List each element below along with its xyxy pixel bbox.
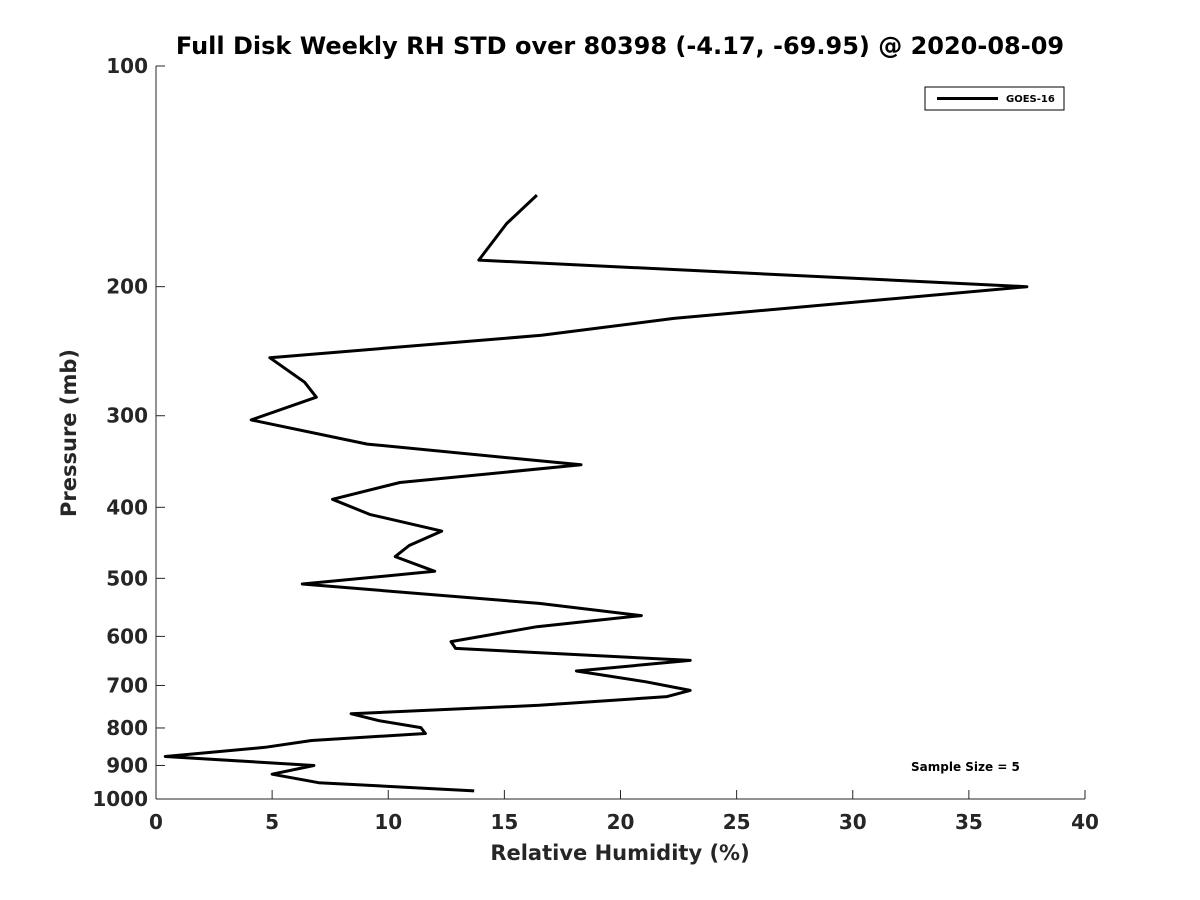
x-tick-label: 15 [490, 810, 518, 834]
legend: GOES-16 [924, 86, 1065, 111]
y-axis-label: Pressure (mb) [57, 349, 81, 517]
y-tick-label: 1000 [92, 787, 148, 811]
series-line-goes-16 [163, 194, 1029, 793]
x-tick-label: 35 [955, 810, 983, 834]
y-tick-label: 900 [106, 753, 148, 777]
y-tick-label: 600 [106, 624, 148, 648]
legend-label-goes-16: GOES-16 [1006, 94, 1055, 105]
x-tick-label: 30 [839, 810, 867, 834]
x-tick-label: 0 [149, 810, 163, 834]
sample-size-annotation: Sample Size = 5 [911, 760, 1020, 774]
x-tick-label: 25 [723, 810, 751, 834]
x-tick-label: 40 [1071, 810, 1099, 834]
x-tick-label: 20 [607, 810, 635, 834]
y-tick-label: 800 [106, 716, 148, 740]
y-tick-label: 200 [106, 275, 148, 299]
series [163, 194, 1029, 793]
y-tick-label: 300 [106, 404, 148, 428]
y-tick-label: 100 [106, 54, 148, 78]
y-tick-label: 700 [106, 673, 148, 697]
x-tick-label: 5 [265, 810, 279, 834]
axes [155, 66, 1085, 800]
x-axis-label: Relative Humidity (%) [490, 841, 749, 865]
y-tick-label: 500 [106, 566, 148, 590]
x-tick-label: 10 [374, 810, 402, 834]
chart-title: Full Disk Weekly RH STD over 80398 (-4.1… [176, 32, 1064, 60]
y-tick-label: 400 [106, 495, 148, 519]
ticks: 0 5 10 15 20 25 30 35 40 100 200 300 400 500 600 700 800… [92, 54, 1099, 834]
